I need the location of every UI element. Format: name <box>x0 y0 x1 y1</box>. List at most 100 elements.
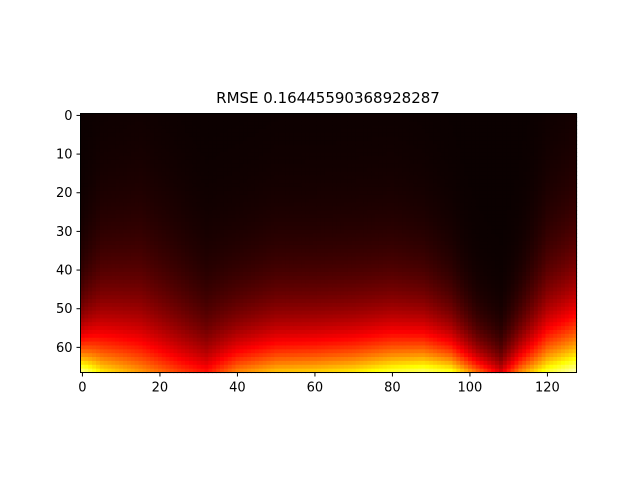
heatmap-cell <box>104 260 108 264</box>
heatmap-cell <box>135 233 139 237</box>
heatmap-cell <box>255 148 259 152</box>
heatmap-cell <box>193 315 197 319</box>
heatmap-cell <box>224 210 228 214</box>
heatmap-cell <box>143 202 147 206</box>
heatmap-cell <box>216 295 220 299</box>
heatmap-cell <box>108 284 112 288</box>
heatmap-cell <box>177 168 181 172</box>
heatmap-cell <box>174 129 178 133</box>
heatmap-cell <box>216 307 220 311</box>
heatmap-cell <box>274 144 278 148</box>
heatmap-cell <box>201 287 205 291</box>
heatmap-cell <box>344 361 348 365</box>
heatmap-cell <box>92 299 96 303</box>
heatmap-cell <box>81 307 85 311</box>
heatmap-cell <box>294 264 298 268</box>
heatmap-cell <box>96 222 100 226</box>
heatmap-cell <box>313 114 317 118</box>
heatmap-cell <box>177 303 181 307</box>
heatmap-cell <box>325 299 329 303</box>
heatmap-cell <box>301 233 305 237</box>
heatmap-cell <box>88 218 92 222</box>
heatmap-cell <box>220 144 224 148</box>
heatmap-cell <box>247 291 251 295</box>
heatmap-cell <box>208 287 212 291</box>
heatmap-cell <box>243 229 247 233</box>
heatmap-cell <box>286 156 290 160</box>
heatmap-cell <box>193 187 197 191</box>
heatmap-cell <box>329 253 333 257</box>
heatmap-cell <box>127 156 131 160</box>
heatmap-cell <box>352 144 356 148</box>
heatmap-cell <box>336 164 340 168</box>
heatmap-cell <box>201 171 205 175</box>
heatmap-cell <box>201 311 205 315</box>
heatmap-cell <box>181 175 185 179</box>
heatmap-cell <box>197 245 201 249</box>
heatmap-cell <box>146 121 150 125</box>
heatmap-cell <box>135 117 139 121</box>
heatmap-cell <box>228 268 232 272</box>
heatmap-cell <box>348 171 352 175</box>
heatmap-cell <box>313 284 317 288</box>
heatmap-cell <box>208 237 212 241</box>
heatmap-cell <box>100 268 104 272</box>
heatmap-cell <box>108 357 112 361</box>
heatmap-cell <box>139 156 143 160</box>
heatmap-cell <box>104 257 108 261</box>
heatmap-cell <box>228 280 232 284</box>
heatmap-cell <box>263 249 267 253</box>
heatmap-cell <box>96 199 100 203</box>
heatmap-cell <box>263 210 267 214</box>
heatmap-cell <box>119 307 123 311</box>
heatmap-cell <box>290 345 294 349</box>
heatmap-cell <box>340 226 344 230</box>
heatmap-cell <box>166 295 170 299</box>
heatmap-cell <box>81 202 85 206</box>
heatmap-cell <box>174 303 178 307</box>
heatmap-cell <box>143 349 147 353</box>
heatmap-cell <box>321 353 325 357</box>
heatmap-cell <box>131 156 135 160</box>
heatmap-cell <box>329 284 333 288</box>
heatmap-cell <box>286 326 290 330</box>
heatmap-cell <box>267 233 271 237</box>
heatmap-cell <box>115 272 119 276</box>
heatmap-cell <box>224 129 228 133</box>
heatmap-cell <box>352 141 356 145</box>
heatmap-cell <box>139 330 143 334</box>
heatmap-cell <box>189 210 193 214</box>
heatmap-cell <box>143 160 147 164</box>
heatmap-cell <box>146 168 150 172</box>
heatmap-cell <box>270 233 274 237</box>
heatmap-cell <box>146 210 150 214</box>
heatmap-cell <box>243 272 247 276</box>
heatmap-cell <box>278 183 282 187</box>
heatmap-cell <box>282 330 286 334</box>
heatmap-cell <box>348 280 352 284</box>
heatmap-cell <box>270 260 274 264</box>
heatmap-cell <box>313 260 317 264</box>
heatmap-cell <box>170 284 174 288</box>
heatmap-cell <box>212 330 216 334</box>
heatmap-cell <box>131 214 135 218</box>
heatmap-cell <box>239 179 243 183</box>
heatmap-cell <box>263 345 267 349</box>
heatmap-cell <box>274 291 278 295</box>
heatmap-cell <box>282 114 286 118</box>
heatmap-cell <box>329 144 333 148</box>
heatmap-cell <box>201 133 205 137</box>
heatmap-cell <box>251 311 255 315</box>
heatmap-cell <box>220 291 224 295</box>
heatmap-cell <box>367 237 371 241</box>
heatmap-cell <box>305 268 309 272</box>
heatmap-cell <box>298 260 302 264</box>
heatmap-cell <box>81 168 85 172</box>
heatmap-cell <box>274 241 278 245</box>
heatmap-cell <box>197 345 201 349</box>
heatmap-cell <box>352 206 356 210</box>
heatmap-cell <box>274 183 278 187</box>
heatmap-cell <box>270 299 274 303</box>
heatmap-cell <box>119 345 123 349</box>
heatmap-cell <box>232 295 236 299</box>
